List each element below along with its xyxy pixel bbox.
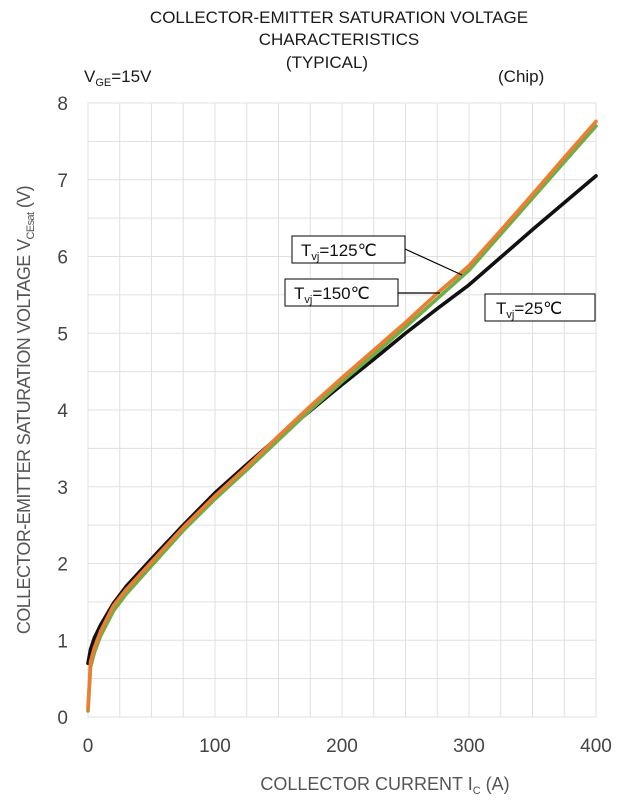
label-25-main: T: [496, 299, 506, 318]
x-axis-label-sub: C: [473, 785, 481, 797]
condition-rest: =15V: [111, 67, 152, 86]
leader-line-125: [404, 248, 463, 276]
label-150-main: T: [294, 284, 304, 303]
series-layer: [86, 119, 598, 713]
y-tick-label: 2: [57, 555, 68, 576]
x-tick-label: 400: [580, 736, 612, 757]
y-tick-label: 6: [57, 248, 68, 269]
label-125-main: T: [301, 241, 311, 260]
ticks-layer: 0 100 200 300 400 0 1 2 3 4 5 6 7 8: [57, 94, 611, 757]
y-tick-label: 5: [57, 324, 68, 345]
y-tick-label: 7: [57, 171, 68, 192]
label-text-150: Tvj=150℃: [294, 284, 370, 306]
x-tick-label: 0: [83, 736, 94, 757]
label-150-sub: vj: [304, 294, 312, 306]
x-tick-label: 200: [326, 736, 358, 757]
label-25-rest: =25℃: [514, 299, 562, 318]
chart-title-line-3: (TYPICAL): [286, 53, 368, 72]
y-axis-label: COLLECTOR-EMITTER SATURATION VOLTAGE VCE…: [14, 186, 37, 634]
y-tick-label: 4: [57, 401, 68, 422]
x-tick-label: 100: [199, 736, 231, 757]
label-125-rest: =125℃: [319, 241, 376, 260]
label-text-125: Tvj=125℃: [301, 241, 377, 263]
x-axis-label-rest: (A): [481, 774, 510, 794]
chart-title-line-1: COLLECTOR-EMITTER SATURATION VOLTAGE: [150, 8, 528, 27]
label-150-rest: =150℃: [312, 284, 369, 303]
label-125-sub: vj: [311, 251, 319, 263]
label-25-sub: vj: [506, 309, 514, 321]
label-box-125: [291, 235, 406, 264]
y-tick-label: 1: [57, 631, 68, 652]
y-axis-label-main: COLLECTOR-EMITTER SATURATION VOLTAGE V: [14, 239, 34, 634]
label-box-150: [284, 278, 399, 307]
condition-note: VGE=15V: [84, 67, 152, 89]
label-box-25: [484, 293, 596, 322]
y-tick-label: 8: [57, 94, 68, 115]
series-line-1: [86, 119, 598, 712]
series-label-150: Tvj=150℃: [284, 278, 440, 307]
x-axis-label-main: COLLECTOR CURRENT I: [260, 774, 472, 794]
y-axis-label-sub: CEsat: [25, 212, 37, 239]
chart-title-line-2: CHARACTERISTICS: [259, 30, 420, 49]
y-axis-label-rest: (V): [14, 186, 34, 213]
series-label-25: Tvj=25℃: [484, 293, 596, 322]
condition-sub: GE: [95, 77, 111, 89]
series-line-2: [86, 124, 598, 713]
label-text-25: Tvj=25℃: [496, 299, 562, 321]
scope-note: (Chip): [498, 67, 544, 86]
condition-main: V: [84, 67, 96, 86]
y-tick-label: 0: [57, 708, 68, 729]
x-tick-label: 300: [453, 736, 485, 757]
x-axis-label: COLLECTOR CURRENT IC (A): [260, 774, 509, 797]
grid: [87, 102, 597, 718]
y-tick-label: 3: [57, 478, 68, 499]
series-label-125: Tvj=125℃: [291, 235, 463, 276]
